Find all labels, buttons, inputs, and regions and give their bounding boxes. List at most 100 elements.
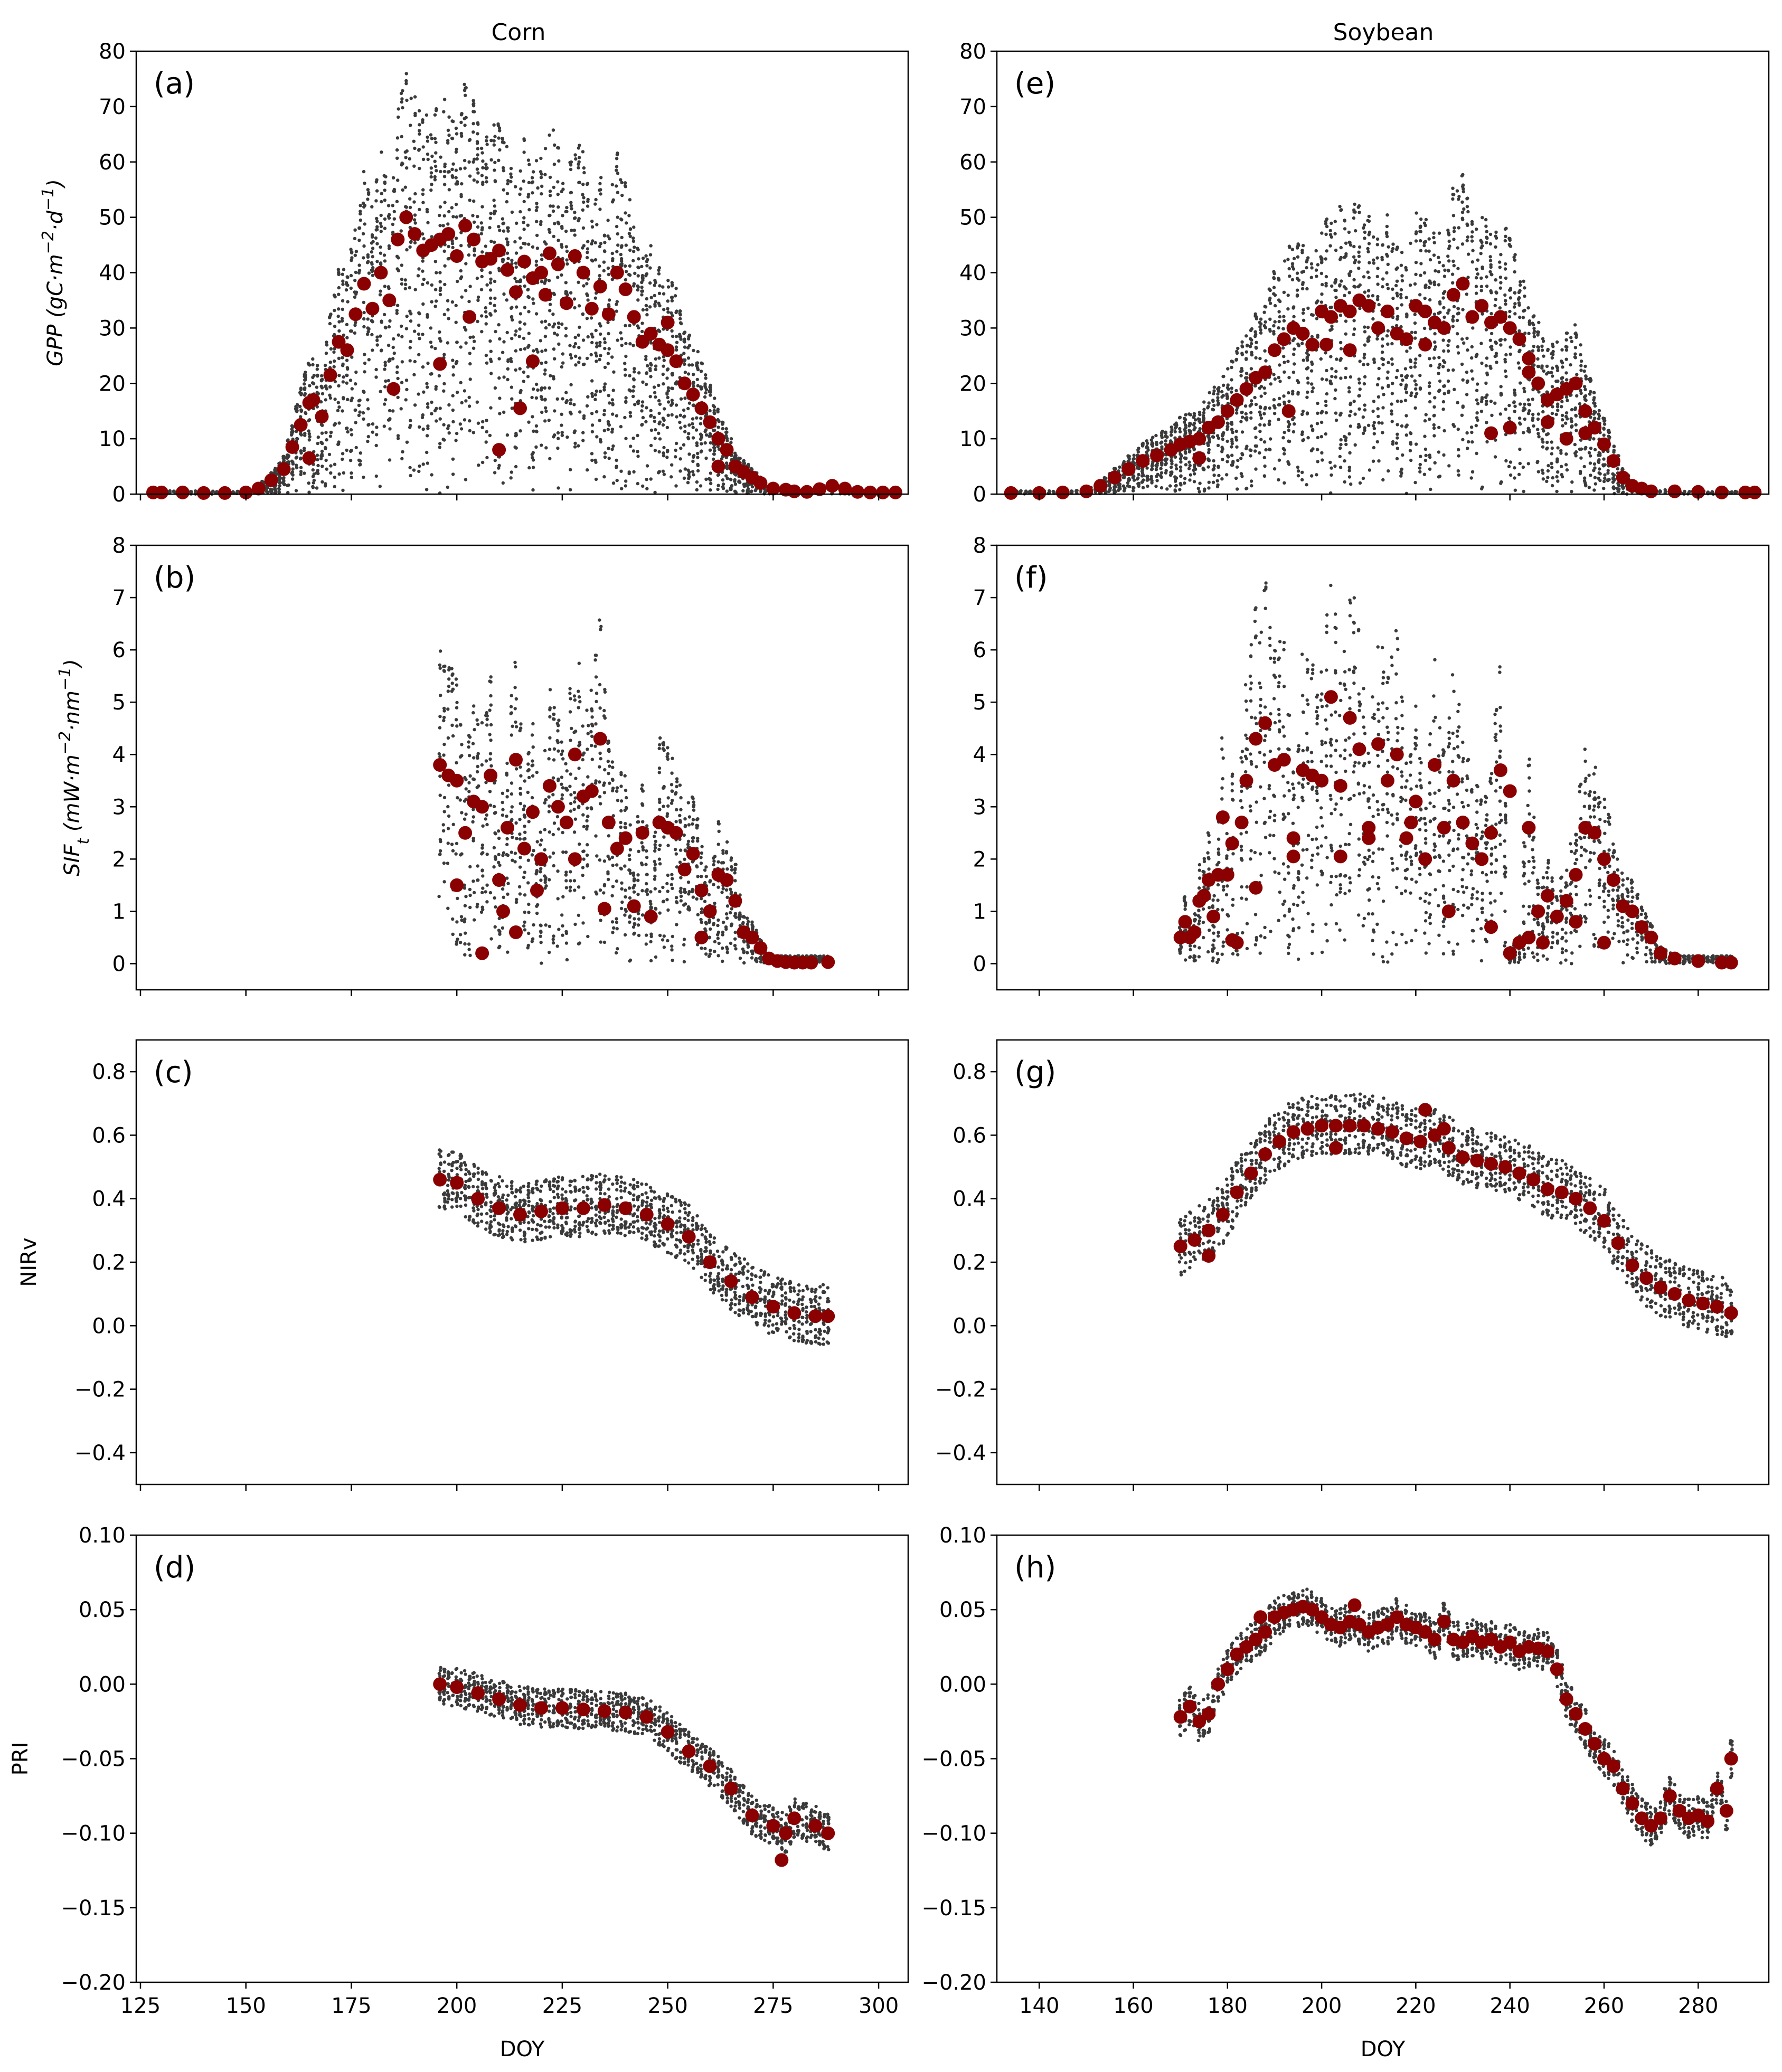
raw-point — [493, 471, 497, 475]
raw-point — [458, 1197, 463, 1200]
raw-point — [485, 1221, 489, 1225]
raw-point — [620, 235, 624, 240]
raw-point — [446, 308, 450, 311]
daily-mean-point — [753, 476, 768, 490]
raw-point — [401, 89, 404, 93]
raw-point — [692, 800, 695, 804]
raw-point — [682, 352, 686, 355]
raw-point — [704, 875, 709, 878]
raw-point — [594, 197, 598, 202]
raw-point — [464, 1215, 467, 1219]
raw-point — [530, 452, 534, 457]
raw-point — [616, 799, 620, 802]
raw-point — [670, 399, 674, 402]
y-tick-label: 7 — [112, 586, 126, 610]
raw-point — [413, 221, 417, 225]
raw-point — [682, 443, 686, 447]
raw-point — [433, 260, 437, 263]
raw-point — [590, 715, 594, 719]
raw-point — [506, 359, 510, 363]
raw-point — [464, 1172, 468, 1176]
raw-point — [298, 432, 303, 436]
raw-point — [353, 253, 357, 257]
raw-point — [447, 1162, 451, 1166]
raw-point — [556, 193, 560, 196]
raw-point — [738, 913, 742, 917]
raw-point — [534, 259, 539, 263]
raw-point — [590, 332, 593, 336]
raw-point — [577, 661, 581, 665]
raw-point — [328, 361, 332, 364]
raw-point — [450, 1191, 454, 1195]
raw-point — [526, 1185, 530, 1188]
raw-point — [671, 386, 675, 391]
raw-point — [497, 357, 501, 361]
raw-point — [572, 694, 577, 698]
raw-point — [602, 883, 607, 887]
daily-mean-point — [526, 354, 540, 368]
raw-point — [459, 1163, 463, 1168]
raw-point — [479, 1212, 484, 1216]
raw-point — [674, 382, 678, 386]
raw-point — [607, 834, 611, 838]
raw-point — [430, 183, 433, 186]
raw-point — [707, 893, 711, 897]
raw-point — [447, 814, 451, 818]
raw-point — [391, 357, 395, 361]
daily-mean-point — [433, 357, 447, 371]
raw-point — [514, 431, 518, 436]
raw-point — [350, 259, 353, 262]
raw-point — [636, 266, 640, 269]
raw-point — [658, 743, 662, 747]
raw-point — [594, 722, 598, 726]
raw-point — [678, 783, 682, 787]
raw-point — [700, 845, 704, 848]
raw-point — [654, 955, 658, 959]
raw-point — [526, 375, 530, 379]
raw-point — [439, 1162, 442, 1166]
raw-point — [534, 445, 538, 449]
daily-mean-point — [323, 368, 337, 382]
raw-point — [379, 390, 382, 393]
raw-point — [497, 136, 501, 140]
raw-point — [653, 849, 657, 853]
raw-point — [683, 902, 687, 906]
raw-point — [675, 340, 679, 344]
raw-point — [492, 139, 496, 143]
raw-point — [426, 152, 430, 156]
raw-point — [342, 375, 345, 379]
raw-point — [530, 181, 534, 185]
raw-point — [590, 458, 594, 462]
raw-point — [488, 1229, 492, 1233]
raw-point — [522, 137, 526, 141]
raw-point — [640, 264, 644, 269]
raw-point — [527, 768, 531, 772]
raw-point — [564, 930, 568, 934]
raw-point — [518, 1228, 522, 1232]
raw-point — [544, 798, 548, 802]
daily-mean-point — [463, 310, 477, 324]
daily-mean-point — [501, 263, 514, 277]
raw-point — [716, 860, 720, 864]
raw-point — [670, 299, 674, 302]
raw-point — [484, 1183, 487, 1187]
raw-point — [380, 150, 383, 154]
raw-point — [496, 1195, 500, 1199]
raw-point — [388, 458, 392, 462]
raw-point — [532, 849, 535, 853]
raw-point — [556, 276, 560, 279]
raw-point — [409, 474, 412, 478]
raw-point — [645, 882, 648, 886]
raw-point — [480, 868, 484, 872]
raw-point — [607, 332, 610, 336]
raw-point — [648, 900, 652, 903]
raw-point — [518, 856, 522, 859]
raw-point — [632, 284, 636, 288]
raw-point — [606, 362, 610, 365]
raw-point — [383, 402, 386, 406]
raw-point — [405, 387, 409, 392]
raw-point — [375, 335, 379, 339]
raw-point — [653, 294, 657, 298]
raw-point — [581, 338, 586, 342]
raw-point — [476, 1221, 480, 1225]
